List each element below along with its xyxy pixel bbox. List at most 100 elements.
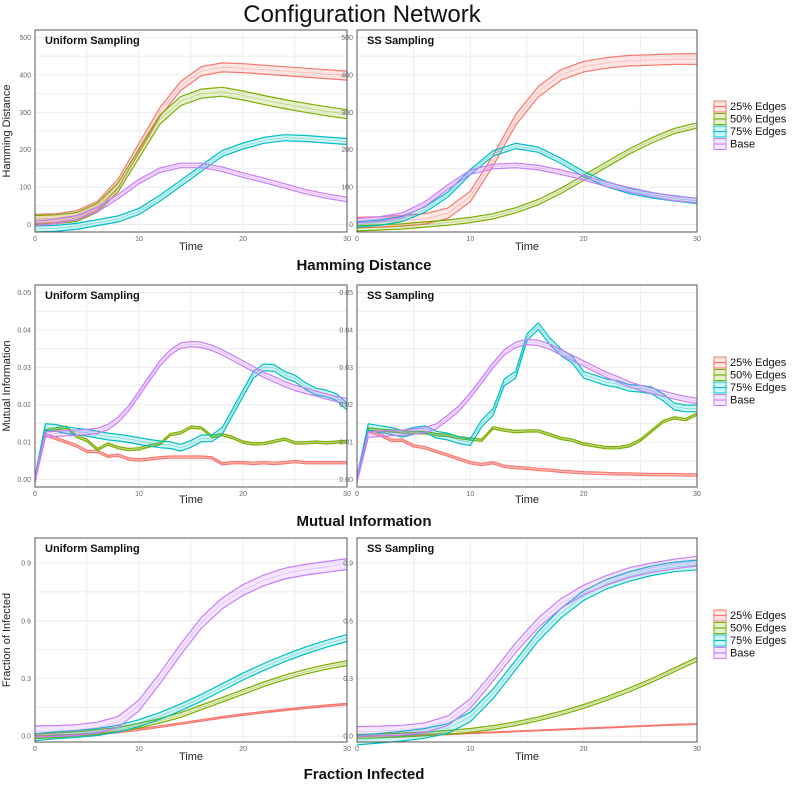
series-lower-edge <box>34 140 348 233</box>
legend-label: 75% Edges <box>730 635 787 647</box>
series-upper-edge <box>34 660 348 735</box>
y-tick-label: 0.6 <box>343 618 353 625</box>
panel-fraction-uniform: 0 10 20 30 0.0 0.3 0.6 0.9 Uniform Sampling Time F… <box>1 537 351 763</box>
y-tick-label: 0 <box>349 222 353 229</box>
x-tick-label: 10 <box>135 746 143 753</box>
x-tick-label: 10 <box>466 236 474 243</box>
legend-label: 75% Edges <box>730 382 787 394</box>
series-lower-edge <box>34 370 348 484</box>
panel-title: SS Sampling <box>367 35 434 47</box>
series-50-edges <box>34 425 348 481</box>
y-tick-label: 0.0 <box>21 734 31 741</box>
y-tick-label: 0.02 <box>339 402 353 409</box>
legend-key: 50% Edges <box>713 622 787 635</box>
legend-key: Base <box>713 138 755 151</box>
plot-border <box>34 284 348 488</box>
x-axis-label: Time <box>179 494 203 506</box>
series-mean-line <box>34 563 348 732</box>
series-50-edges <box>356 122 698 232</box>
section-title-fraction-infected: Fraction Infected <box>304 766 425 783</box>
x-axis-label: Time <box>179 751 203 763</box>
series-band <box>35 660 347 739</box>
legend-label: 25% Edges <box>730 610 787 622</box>
series-lower-edge <box>34 435 347 481</box>
y-tick-label: 0.05 <box>17 290 31 297</box>
y-tick-label: 100 <box>19 185 31 192</box>
panel-title: SS Sampling <box>367 543 434 555</box>
series-25-edges <box>34 62 348 224</box>
legend-key: 50% Edges <box>713 113 787 126</box>
series-mean-line <box>356 125 698 229</box>
series-mean-line <box>356 341 698 480</box>
series-lower-edge <box>356 431 697 481</box>
panel-title: SS Sampling <box>367 290 434 302</box>
legend-key: 25% Edges <box>713 609 787 622</box>
y-tick-label: 0.00 <box>339 477 353 484</box>
series-75-edges <box>34 634 348 742</box>
series-mean-line <box>34 637 348 738</box>
series-lower-edge <box>34 664 348 740</box>
series-lower-edge <box>34 346 348 483</box>
series-upper-edge <box>356 338 698 478</box>
x-tick-label: 20 <box>239 491 247 498</box>
series-mean-line <box>356 325 697 480</box>
series-lower-edge <box>356 565 698 737</box>
series-lower-edge <box>356 147 698 228</box>
series-lower-edge <box>34 71 348 224</box>
y-tick-label: 300 <box>19 110 31 117</box>
figure-title: Configuration Network <box>243 1 481 28</box>
y-tick-label: 500 <box>19 35 31 42</box>
series-mean-line <box>34 165 348 224</box>
legend-label: 25% Edges <box>730 357 787 369</box>
legend-label: 50% Edges <box>730 114 787 126</box>
series-50-edges <box>34 660 348 740</box>
x-tick-label: 0 <box>355 236 359 243</box>
series-upper-edge <box>34 86 348 217</box>
x-tick-label: 0 <box>33 746 37 753</box>
panel-mi-ss: 0 10 20 30 0.00 0.01 0.02 0.03 0.04 0.05 SS Sampli… <box>339 284 701 506</box>
y-tick-label: 0.9 <box>21 561 31 568</box>
legend-label: 50% Edges <box>730 623 787 635</box>
series-band <box>357 560 697 745</box>
legend-label: Base <box>730 648 755 660</box>
series-upper-edge <box>356 555 698 728</box>
y-tick-label: 100 <box>341 185 353 192</box>
series-base <box>356 338 698 483</box>
series-upper-edge <box>356 122 698 227</box>
legend-label: 50% Edges <box>730 370 787 382</box>
x-axis-label: Time <box>515 241 539 253</box>
y-axis-label: Mutual Information <box>1 340 13 431</box>
series-base <box>34 558 348 738</box>
legend-key: 75% Edges <box>713 634 787 647</box>
series-upper-edge <box>34 432 347 479</box>
legend-key: Base <box>713 647 755 660</box>
series-band <box>35 634 347 741</box>
series-25-edges <box>34 432 347 481</box>
series-75-edges <box>34 134 348 233</box>
series-base <box>356 162 698 224</box>
series-mean-line <box>356 430 697 480</box>
series-25-edges <box>356 53 697 229</box>
x-tick-label: 30 <box>693 491 701 498</box>
series-lower-edge <box>356 127 698 232</box>
x-tick-label: 0 <box>355 491 359 498</box>
series-band <box>35 87 347 225</box>
y-tick-label: 0.01 <box>17 440 31 447</box>
section-title-mutual-information: Mutual Information <box>297 513 432 530</box>
x-tick-label: 0 <box>33 236 37 243</box>
legend-key: 50% Edges <box>713 369 787 382</box>
series-mean-line <box>356 413 698 480</box>
series-75-edges <box>356 559 698 746</box>
y-tick-label: 0.05 <box>339 290 353 297</box>
series-25-edges <box>356 429 697 481</box>
y-tick-label: 200 <box>19 147 31 154</box>
series-mean-line <box>34 137 348 230</box>
y-tick-label: 0.00 <box>17 477 31 484</box>
y-tick-label: 0.3 <box>343 676 353 683</box>
x-axis-label: Time <box>515 751 539 763</box>
series-upper-edge <box>34 134 348 227</box>
y-tick-label: 400 <box>341 72 353 79</box>
plot-border <box>356 537 698 743</box>
grid-lines <box>356 285 698 487</box>
